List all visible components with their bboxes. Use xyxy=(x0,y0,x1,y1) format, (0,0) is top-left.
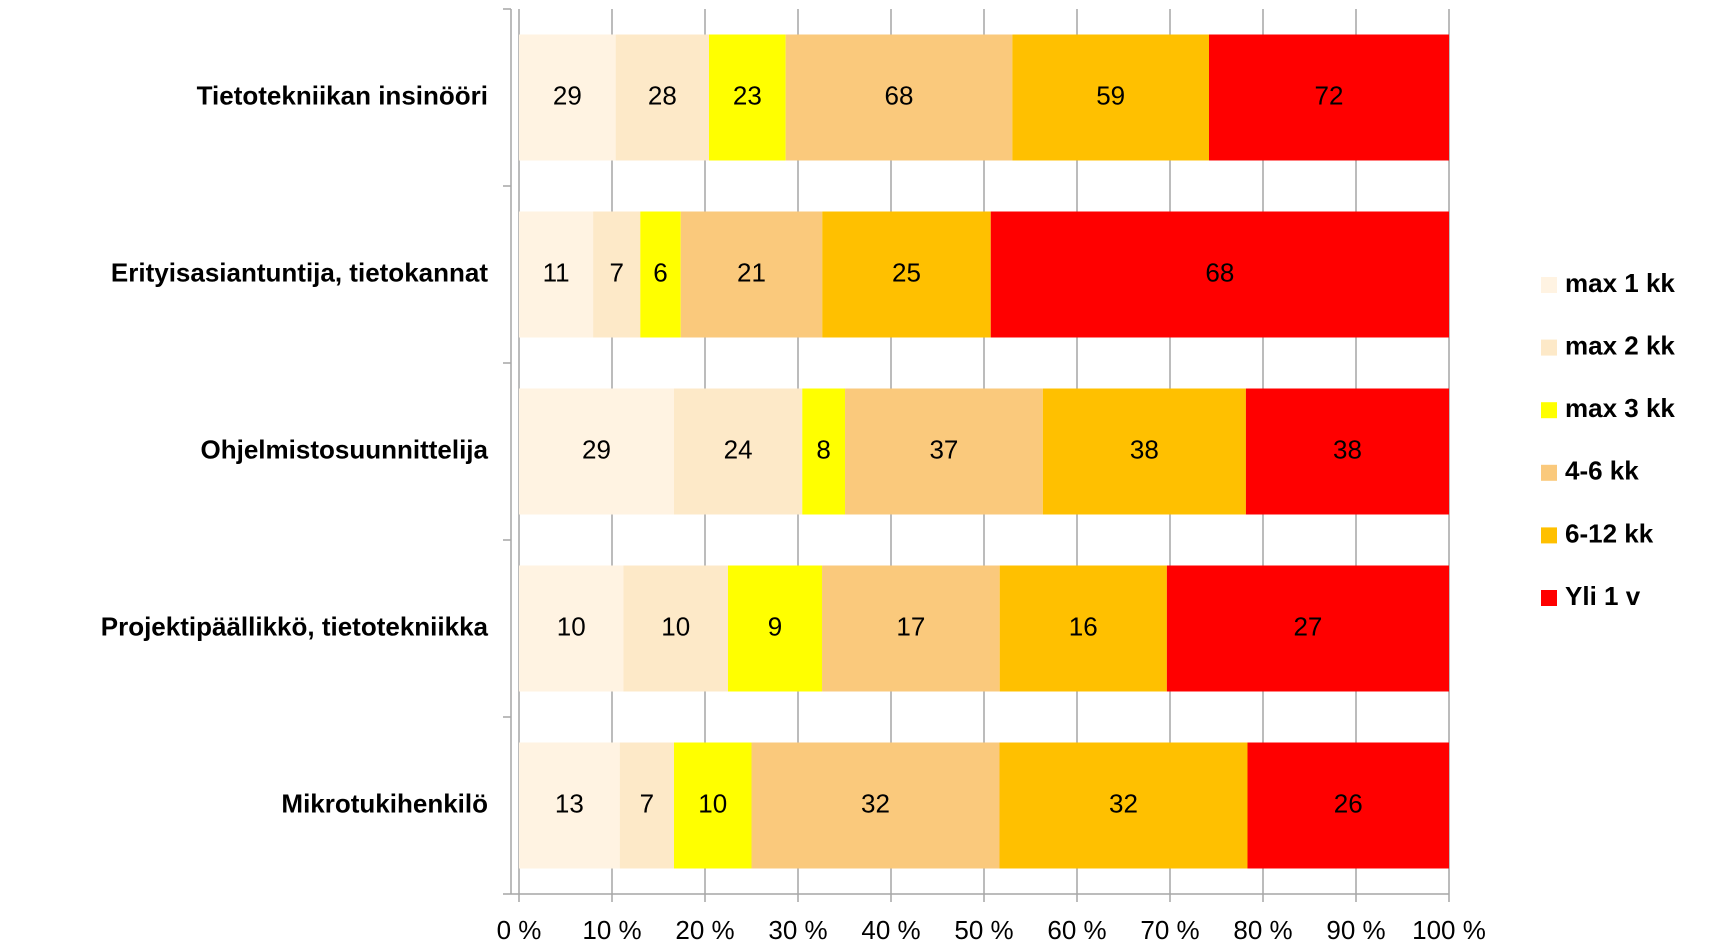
x-tick-label: 10 % xyxy=(582,915,641,942)
data-label: 9 xyxy=(768,611,782,641)
data-label: 17 xyxy=(896,611,925,641)
data-label: 16 xyxy=(1069,611,1098,641)
legend-label: 4-6 kk xyxy=(1565,456,1639,486)
bar-segment xyxy=(990,211,1449,338)
bar-segment xyxy=(1209,34,1449,161)
bar-segment xyxy=(845,388,1043,515)
legend-label: max 3 kk xyxy=(1565,393,1675,423)
bar-segment xyxy=(1042,388,1246,515)
x-tick-label: 20 % xyxy=(675,915,734,942)
bar-segment xyxy=(1245,388,1449,515)
data-label: 68 xyxy=(885,80,914,110)
data-label: 13 xyxy=(555,788,584,818)
data-label: 32 xyxy=(861,788,890,818)
data-label: 27 xyxy=(1293,611,1322,641)
legend-label: 6-12 kk xyxy=(1565,518,1654,548)
bar-segment xyxy=(680,211,823,338)
data-label: 38 xyxy=(1333,434,1362,464)
legend-label: Yli 1 v xyxy=(1565,581,1641,611)
bar-segment xyxy=(1012,34,1209,161)
bar-segment xyxy=(519,742,620,869)
data-label: 23 xyxy=(733,80,762,110)
data-label: 68 xyxy=(1205,257,1234,287)
bar-segment xyxy=(674,742,752,869)
x-tick-label: 30 % xyxy=(768,915,827,942)
data-label: 8 xyxy=(816,434,830,464)
bar-segment xyxy=(615,34,709,161)
bar-segment xyxy=(727,565,823,692)
bar-segment xyxy=(623,565,728,692)
legend-swatch xyxy=(1541,277,1557,293)
bar-segment xyxy=(619,742,674,869)
data-label: 6 xyxy=(653,257,667,287)
legend-label: max 2 kk xyxy=(1565,330,1675,360)
bar-segment xyxy=(822,211,991,338)
data-label: 11 xyxy=(543,257,570,287)
y-tick-label: Tietotekniikan insinööri xyxy=(197,80,488,110)
x-tick-label: 0 % xyxy=(497,915,542,942)
data-label: 28 xyxy=(648,80,677,110)
data-label: 7 xyxy=(609,257,623,287)
data-label: 29 xyxy=(582,434,611,464)
bar-segment xyxy=(519,388,674,515)
bar-segment xyxy=(802,388,846,515)
x-tick-label: 90 % xyxy=(1326,915,1385,942)
data-label: 10 xyxy=(557,611,586,641)
x-tick-label: 40 % xyxy=(861,915,920,942)
bar-segment xyxy=(822,565,1000,692)
x-tick-label: 70 % xyxy=(1140,915,1199,942)
legend-swatch xyxy=(1541,527,1557,544)
legend-label: max 1 kk xyxy=(1565,268,1675,298)
bar-segment xyxy=(751,742,1000,869)
bar-segment xyxy=(519,34,616,161)
data-label: 24 xyxy=(724,434,753,464)
x-tick-label: 60 % xyxy=(1047,915,1106,942)
legend-swatch xyxy=(1541,464,1557,481)
bar-segment xyxy=(999,742,1248,869)
bar-segment xyxy=(674,388,803,515)
data-label: 10 xyxy=(698,788,727,818)
data-label: 10 xyxy=(661,611,690,641)
legend-swatch xyxy=(1541,590,1557,606)
y-tick-label: Ohjelmistosuunnittelija xyxy=(201,434,489,464)
data-label: 26 xyxy=(1334,788,1363,818)
bar-segment xyxy=(999,565,1167,692)
y-tick-label: Mikrotukihenkilö xyxy=(281,788,488,818)
data-label: 21 xyxy=(737,257,766,287)
legend-swatch xyxy=(1541,402,1557,419)
bar-segment xyxy=(519,565,624,692)
data-label: 72 xyxy=(1315,80,1344,110)
data-label: 7 xyxy=(640,788,654,818)
bar-segment xyxy=(593,211,641,338)
bar-segment xyxy=(640,211,681,338)
data-label: 59 xyxy=(1096,80,1125,110)
bar-segment xyxy=(519,211,594,338)
x-tick-label: 80 % xyxy=(1233,915,1292,942)
data-label: 37 xyxy=(929,434,958,464)
data-label: 32 xyxy=(1109,788,1138,818)
data-label: 25 xyxy=(892,257,921,287)
bar-segment xyxy=(785,34,1013,161)
bar-segment xyxy=(1166,565,1449,692)
legend-swatch xyxy=(1541,339,1557,356)
y-tick-label: Erityisasiantuntija, tietokannat xyxy=(111,257,488,287)
x-tick-label: 100 % xyxy=(1412,915,1486,942)
bar-segment xyxy=(1247,742,1449,869)
bar-segment xyxy=(709,34,786,161)
data-label: 38 xyxy=(1130,434,1159,464)
x-tick-label: 50 % xyxy=(954,915,1013,942)
data-label: 29 xyxy=(553,80,582,110)
y-tick-label: Projektipäällikkö, tietotekniikka xyxy=(101,611,489,641)
